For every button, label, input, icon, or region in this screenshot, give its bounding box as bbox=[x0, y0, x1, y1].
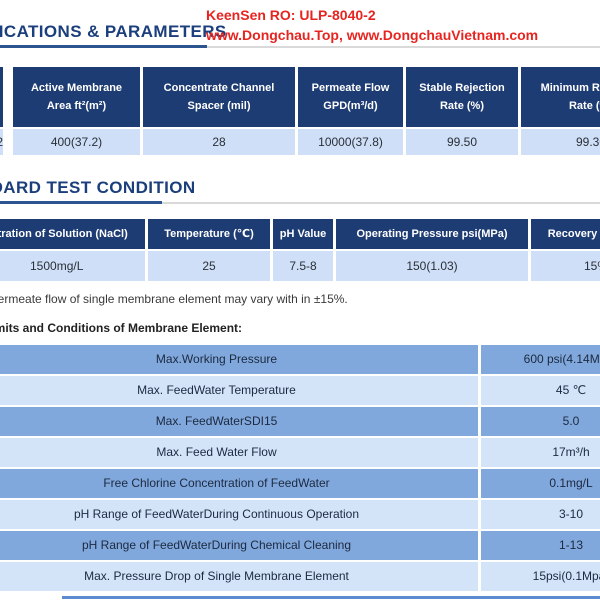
section-title-underline bbox=[0, 201, 162, 204]
header-line: Spacer (mil) bbox=[187, 99, 251, 112]
spec-header-minimum-rejection: Minimum Rejection Rate (%) bbox=[521, 67, 600, 127]
limits-label: Max. FeedWater Temperature bbox=[0, 376, 478, 405]
spec-header-membrane-area: Active Membrane Area ft²(m²) bbox=[13, 67, 140, 127]
spec-col-permeate-flow: Permeate Flow GPD(m³/d) 10000(37.8) bbox=[298, 67, 403, 155]
spec-header-spacer: Concentrate Channel Spacer (mil) bbox=[143, 67, 295, 127]
header-divider-line bbox=[207, 46, 600, 48]
spec-value-spacer: 28 bbox=[143, 129, 295, 155]
test-header-pressure: Operating Pressure psi(MPa) bbox=[336, 219, 528, 249]
limits-value: 600 psi(4.14MPa) bbox=[481, 345, 600, 374]
title-underline bbox=[0, 45, 207, 48]
spec-col-minimum-rejection: Minimum Rejection Rate (%) 99.30 bbox=[521, 67, 600, 155]
spec-col-model: ULP-8040-2 bbox=[0, 67, 3, 155]
limits-value: 17m³/h bbox=[481, 438, 600, 467]
limits-label: Max. FeedWaterSDI15 bbox=[0, 407, 478, 436]
limits-value: 3-10 bbox=[481, 500, 600, 529]
header-line: Concentrate Channel bbox=[163, 81, 275, 94]
limits-heading: Limits and Conditions of Membrane Elemen… bbox=[0, 321, 243, 335]
header-line: Stable Rejection bbox=[419, 81, 505, 94]
spec-header-stable-rejection: Stable Rejection Rate (%) bbox=[406, 67, 518, 127]
limits-label: pH Range of FeedWaterDuring Chemical Cle… bbox=[0, 531, 478, 560]
section-title-test-condition: STANDARD TEST CONDITION bbox=[0, 178, 196, 197]
limits-row-ph-continuous: pH Range of FeedWaterDuring Continuous O… bbox=[0, 500, 600, 529]
next-table-top-edge bbox=[62, 596, 600, 599]
limits-value: 15psi(0.1Mpa) bbox=[481, 562, 600, 591]
limits-row-pressure-drop: Max. Pressure Drop of Single Membrane El… bbox=[0, 562, 600, 591]
test-value-concentration: 1500mg/L bbox=[0, 251, 145, 281]
header-line: Permeate Flow bbox=[311, 81, 390, 94]
permeate-variance-note: The permeate flow of single membrane ele… bbox=[0, 292, 348, 306]
limits-label: Max. Pressure Drop of Single Membrane El… bbox=[0, 562, 478, 591]
test-value-temperature: 25 bbox=[148, 251, 270, 281]
spec-col-stable-rejection: Stable Rejection Rate (%) 99.50 bbox=[406, 67, 518, 155]
limits-row-ph-cleaning: pH Range of FeedWaterDuring Chemical Cle… bbox=[0, 531, 600, 560]
limits-value: 0.1mg/L bbox=[481, 469, 600, 498]
test-col-ph: pH Value 7.5-8 bbox=[273, 219, 333, 281]
test-header-recovery: Recovery Rate (%) bbox=[531, 219, 600, 249]
test-condition-table: Concentration of Solution (NaCl) 1500mg/… bbox=[0, 219, 600, 281]
spec-col-membrane-area: Active Membrane Area ft²(m²) 400(37.2) bbox=[13, 67, 140, 155]
test-col-concentration: Concentration of Solution (NaCl) 1500mg/… bbox=[0, 219, 145, 281]
spec-value-membrane-area: 400(37.2) bbox=[13, 129, 140, 155]
test-col-pressure: Operating Pressure psi(MPa) 150(1.03) bbox=[336, 219, 528, 281]
test-header-ph: pH Value bbox=[273, 219, 333, 249]
test-header-temperature: Temperature (℃) bbox=[148, 219, 270, 249]
limits-row-free-chlorine: Free Chlorine Concentration of FeedWater… bbox=[0, 469, 600, 498]
spec-value-permeate-flow: 10000(37.8) bbox=[298, 129, 403, 155]
header-line: Area ft²(m²) bbox=[46, 99, 107, 112]
limits-value: 45 ℃ bbox=[481, 376, 600, 405]
limits-value: 1-13 bbox=[481, 531, 600, 560]
test-header-concentration: Concentration of Solution (NaCl) bbox=[0, 219, 145, 249]
brand-model-text: KeenSen RO: ULP-8040-2 bbox=[206, 7, 376, 23]
spec-col-spacer: Concentrate Channel Spacer (mil) 28 bbox=[143, 67, 295, 155]
limits-label: pH Range of FeedWaterDuring Continuous O… bbox=[0, 500, 478, 529]
brand-url-links[interactable]: www.Dongchau.Top, www.DongchauVietnam.co… bbox=[206, 27, 539, 43]
spec-header-permeate-flow: Permeate Flow GPD(m³/d) bbox=[298, 67, 403, 127]
header-line: GPD(m³/d) bbox=[323, 99, 378, 112]
test-value-pressure: 150(1.03) bbox=[336, 251, 528, 281]
limits-label: Max. Feed Water Flow bbox=[0, 438, 478, 467]
header-line: Rate (%) bbox=[439, 99, 484, 112]
limits-table: Max.Working Pressure 600 psi(4.14MPa) Ma… bbox=[0, 345, 600, 593]
section-divider-line bbox=[162, 202, 600, 204]
limits-label: Max.Working Pressure bbox=[0, 345, 478, 374]
spec-value-model: ULP-8040-2 bbox=[0, 129, 3, 155]
limits-value: 5.0 bbox=[481, 407, 600, 436]
limits-row-feedwater-temperature: Max. FeedWater Temperature 45 ℃ bbox=[0, 376, 600, 405]
test-col-temperature: Temperature (℃) 25 bbox=[148, 219, 270, 281]
limits-label: Free Chlorine Concentration of FeedWater bbox=[0, 469, 478, 498]
spec-header-model bbox=[0, 67, 3, 127]
spec-value-minimum-rejection: 99.30 bbox=[521, 129, 600, 155]
limits-row-sdi: Max. FeedWaterSDI15 5.0 bbox=[0, 407, 600, 436]
specifications-table: ULP-8040-2 Active Membrane Area ft²(m²) … bbox=[0, 67, 600, 155]
test-col-recovery: Recovery Rate (%) 15% bbox=[531, 219, 600, 281]
header-line: Minimum Rejection bbox=[540, 81, 600, 94]
header-line: Rate (%) bbox=[568, 99, 600, 112]
page-title: SPECIFICATIONS & PARAMETERS bbox=[0, 22, 227, 41]
limits-row-working-pressure: Max.Working Pressure 600 psi(4.14MPa) bbox=[0, 345, 600, 374]
test-value-ph: 7.5-8 bbox=[273, 251, 333, 281]
header-line: Active Membrane bbox=[30, 81, 123, 94]
test-value-recovery: 15% bbox=[531, 251, 600, 281]
limits-row-feed-water-flow: Max. Feed Water Flow 17m³/h bbox=[0, 438, 600, 467]
spec-value-stable-rejection: 99.50 bbox=[406, 129, 518, 155]
